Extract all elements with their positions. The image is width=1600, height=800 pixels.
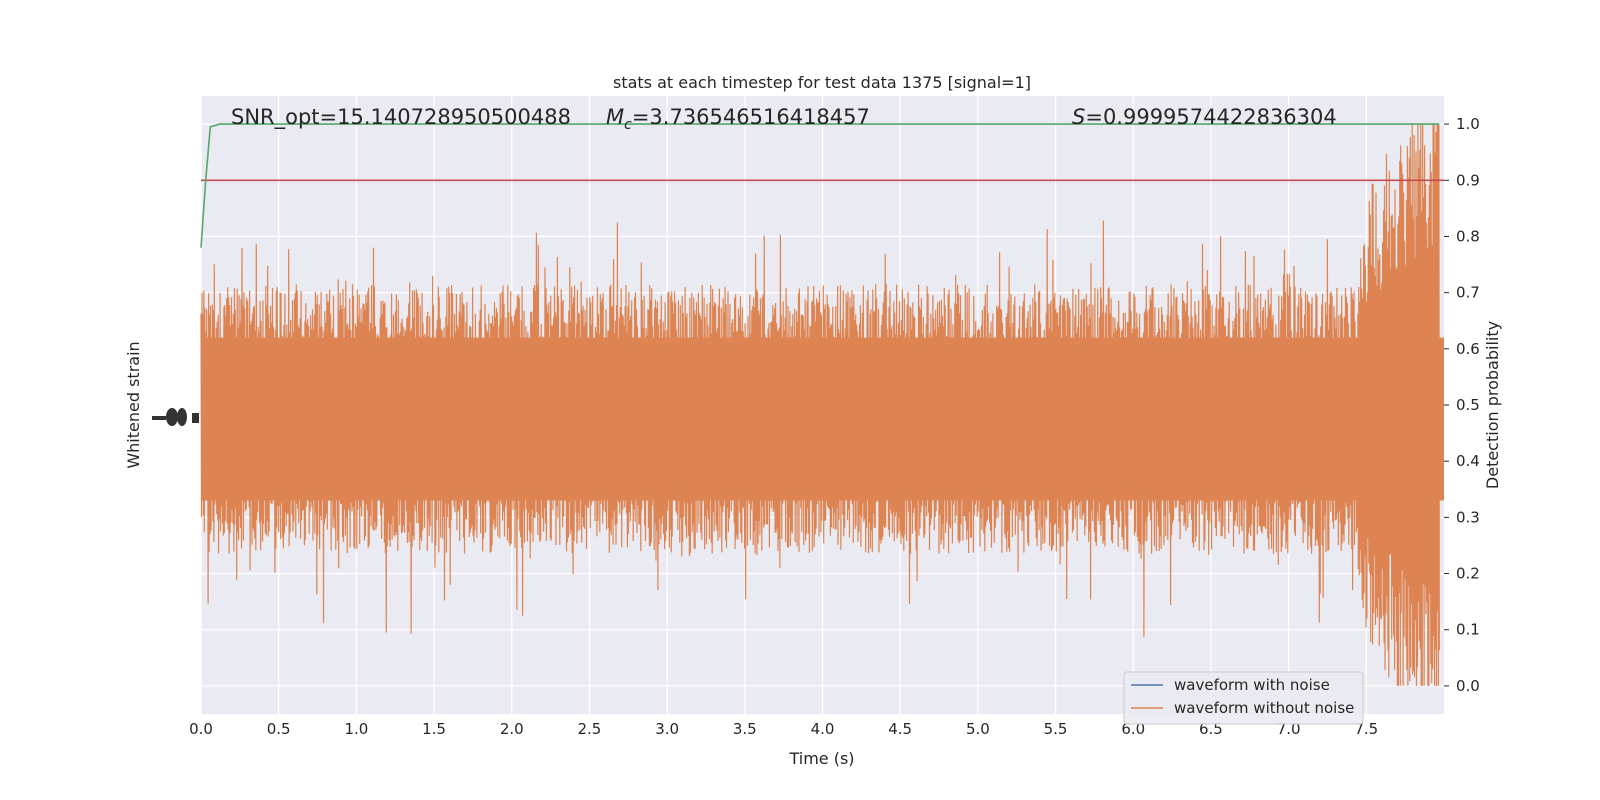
x-tick-label: 4.0 <box>811 720 835 738</box>
y-tick-label-right: 0.9 <box>1456 171 1480 189</box>
legend-label-with-noise: waveform with noise <box>1174 676 1330 694</box>
left-axis-tick-clutter <box>152 408 199 426</box>
statistic-annotation: S=0.9999574422836304 <box>1072 105 1337 129</box>
chirp-mass-annotation: Mc=3.736546516418457 <box>606 105 870 133</box>
y-tick-label-right: 0.8 <box>1456 227 1480 245</box>
x-tick-label: 4.5 <box>888 720 912 738</box>
statistic-value: =0.9999574422836304 <box>1085 105 1336 129</box>
x-tick-label: 0.5 <box>267 720 291 738</box>
detection-probability-series <box>200 123 1440 248</box>
statistic-symbol: S <box>1072 105 1085 129</box>
y-tick-label-right: 0.3 <box>1456 508 1480 526</box>
y-tick-labels-right: 0.0 0.1 0.2 0.3 0.4 0.5 0.6 0.7 0.8 0.9 1.0 <box>1444 115 1480 695</box>
x-tick-label: 3.0 <box>655 720 679 738</box>
x-tick-label: 2.0 <box>500 720 524 738</box>
legend-box <box>1123 671 1364 725</box>
x-tick-label: 5.5 <box>1044 720 1068 738</box>
x-tick-label: 0.0 <box>189 720 213 738</box>
x-tick-label: 7.5 <box>1354 720 1378 738</box>
left-y-axis-label: Whitened strain <box>124 341 143 468</box>
legend: waveform with noise waveform without noi… <box>1123 671 1364 725</box>
x-tick-label: 5.0 <box>966 720 990 738</box>
x-tick-label: 2.5 <box>578 720 602 738</box>
snr-annotation: SNR_opt=15.140728950500488 <box>231 105 571 130</box>
y-tick-label-right: 1.0 <box>1456 115 1480 133</box>
y-tick-label-right: 0.1 <box>1456 621 1480 639</box>
right-y-axis-label: Detection probability <box>1483 321 1502 489</box>
y-tick-label-right: 0.0 <box>1456 677 1480 695</box>
waveform-trace <box>200 124 1440 686</box>
x-tick-label: 1.0 <box>344 720 368 738</box>
waveform-without-noise-series <box>200 124 1444 686</box>
legend-label-without-noise: waveform without noise <box>1174 699 1354 717</box>
y-tick-label-right: 0.7 <box>1456 284 1480 302</box>
y-tick-label-right: 0.5 <box>1456 396 1480 414</box>
y-tick-label-right: 0.4 <box>1456 452 1480 470</box>
chirp-mass-value: =3.736546516418457 <box>632 105 870 129</box>
x-axis-label: Time (s) <box>788 749 854 768</box>
x-tick-label: 3.5 <box>733 720 757 738</box>
chirp-mass-subscript: c <box>624 117 632 133</box>
chirp-mass-symbol: M <box>606 105 624 129</box>
x-tick-label: 1.5 <box>422 720 446 738</box>
y-tick-label-right: 0.2 <box>1456 565 1480 583</box>
y-tick-label-right: 0.6 <box>1456 340 1480 358</box>
chart-title: stats at each timestep for test data 137… <box>613 73 1031 92</box>
